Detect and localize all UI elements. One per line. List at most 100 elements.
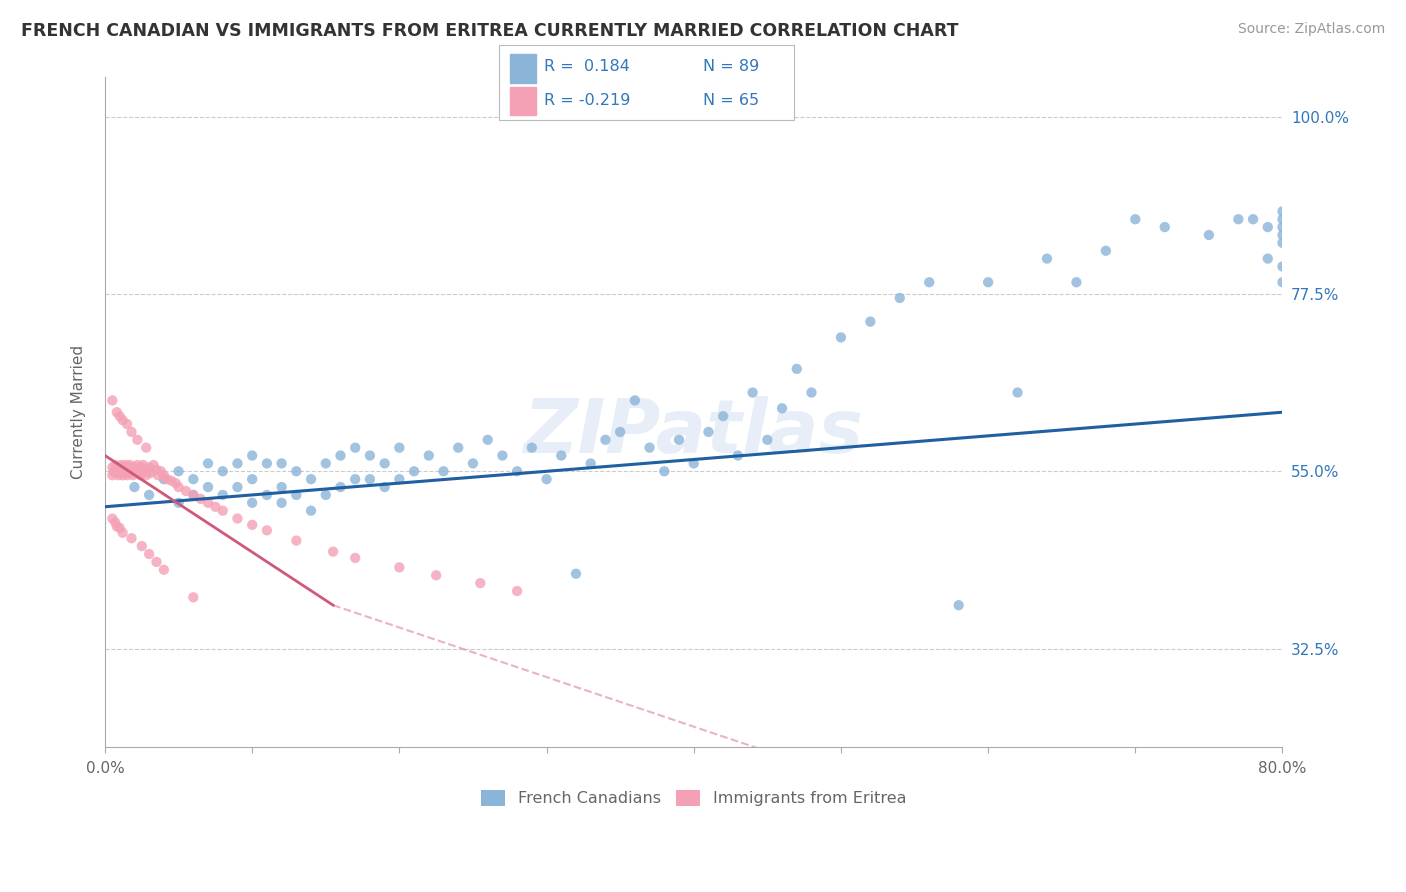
Point [948, 598, 970, 612]
Text: ZIPatlas: ZIPatlas [524, 396, 863, 469]
Point [770, 401, 793, 416]
Point [108, 464, 131, 478]
Point [131, 466, 153, 480]
Point [1198, 227, 1220, 242]
Point [240, 472, 263, 486]
Point [270, 480, 292, 494]
Point [108, 460, 131, 475]
Point [609, 425, 631, 439]
Point [167, 496, 190, 510]
Point [830, 330, 852, 344]
Point [104, 466, 127, 480]
Point [240, 517, 263, 532]
Point [190, 491, 212, 506]
Point [121, 425, 143, 439]
Point [129, 464, 152, 478]
Point [638, 441, 661, 455]
Point [1227, 212, 1250, 227]
Point [103, 464, 125, 478]
Point [204, 500, 226, 514]
Point [1241, 212, 1264, 227]
Point [153, 472, 176, 486]
Point [127, 458, 149, 472]
Point [520, 441, 543, 455]
Point [101, 393, 124, 408]
Point [1271, 220, 1294, 235]
Point [404, 464, 426, 478]
Point [550, 449, 572, 463]
Point [136, 464, 159, 478]
Point [128, 463, 150, 477]
Point [425, 568, 447, 582]
Point [160, 474, 183, 488]
Point [1095, 244, 1118, 258]
Point [918, 275, 941, 289]
Point [506, 464, 529, 478]
Point [299, 504, 322, 518]
Point [124, 480, 146, 494]
Point [285, 533, 308, 548]
Point [1007, 385, 1029, 400]
Point [270, 496, 292, 510]
Point [1257, 220, 1279, 235]
Point [470, 576, 492, 591]
Point [211, 504, 233, 518]
Point [595, 433, 617, 447]
Point [112, 460, 135, 475]
Point [786, 362, 808, 376]
Point [1257, 252, 1279, 266]
Point [114, 458, 136, 472]
Point [149, 464, 172, 478]
Point [299, 472, 322, 486]
Text: N = 65: N = 65 [703, 94, 759, 108]
Point [108, 521, 131, 535]
Point [859, 315, 882, 329]
Point [711, 409, 734, 424]
Point [138, 488, 160, 502]
Point [756, 433, 779, 447]
Point [138, 547, 160, 561]
Point [131, 539, 153, 553]
Point [506, 584, 529, 599]
Point [211, 488, 233, 502]
Point [285, 488, 308, 502]
Point [181, 488, 204, 502]
Point [359, 472, 381, 486]
Point [197, 480, 219, 494]
Point [359, 449, 381, 463]
Point [110, 458, 132, 472]
Point [1271, 204, 1294, 219]
Point [104, 458, 127, 472]
Point [135, 441, 157, 455]
Point [1271, 235, 1294, 250]
Point [111, 525, 134, 540]
Point [134, 463, 156, 477]
Point [165, 476, 187, 491]
Point [977, 275, 1000, 289]
Point [111, 468, 134, 483]
Point [388, 441, 411, 455]
Point [344, 550, 367, 565]
Point [374, 480, 396, 494]
Point [101, 460, 124, 475]
Point [388, 560, 411, 574]
Point [1123, 212, 1146, 227]
Point [491, 449, 513, 463]
Text: FRENCH CANADIAN VS IMMIGRANTS FROM ERITREA CURRENTLY MARRIED CORRELATION CHART: FRENCH CANADIAN VS IMMIGRANTS FROM ERITR… [21, 22, 959, 40]
Point [121, 531, 143, 545]
Point [388, 472, 411, 486]
Point [101, 511, 124, 525]
Point [344, 472, 367, 486]
Point [226, 457, 249, 471]
Point [145, 555, 167, 569]
Point [145, 463, 167, 477]
Legend: French Canadians, Immigrants from Eritrea: French Canadians, Immigrants from Eritre… [474, 783, 912, 813]
Point [727, 449, 749, 463]
Point [1271, 260, 1294, 274]
Point [240, 496, 263, 510]
Point [565, 566, 588, 581]
Point [256, 457, 278, 471]
Point [226, 511, 249, 525]
Point [197, 457, 219, 471]
Point [112, 464, 135, 478]
